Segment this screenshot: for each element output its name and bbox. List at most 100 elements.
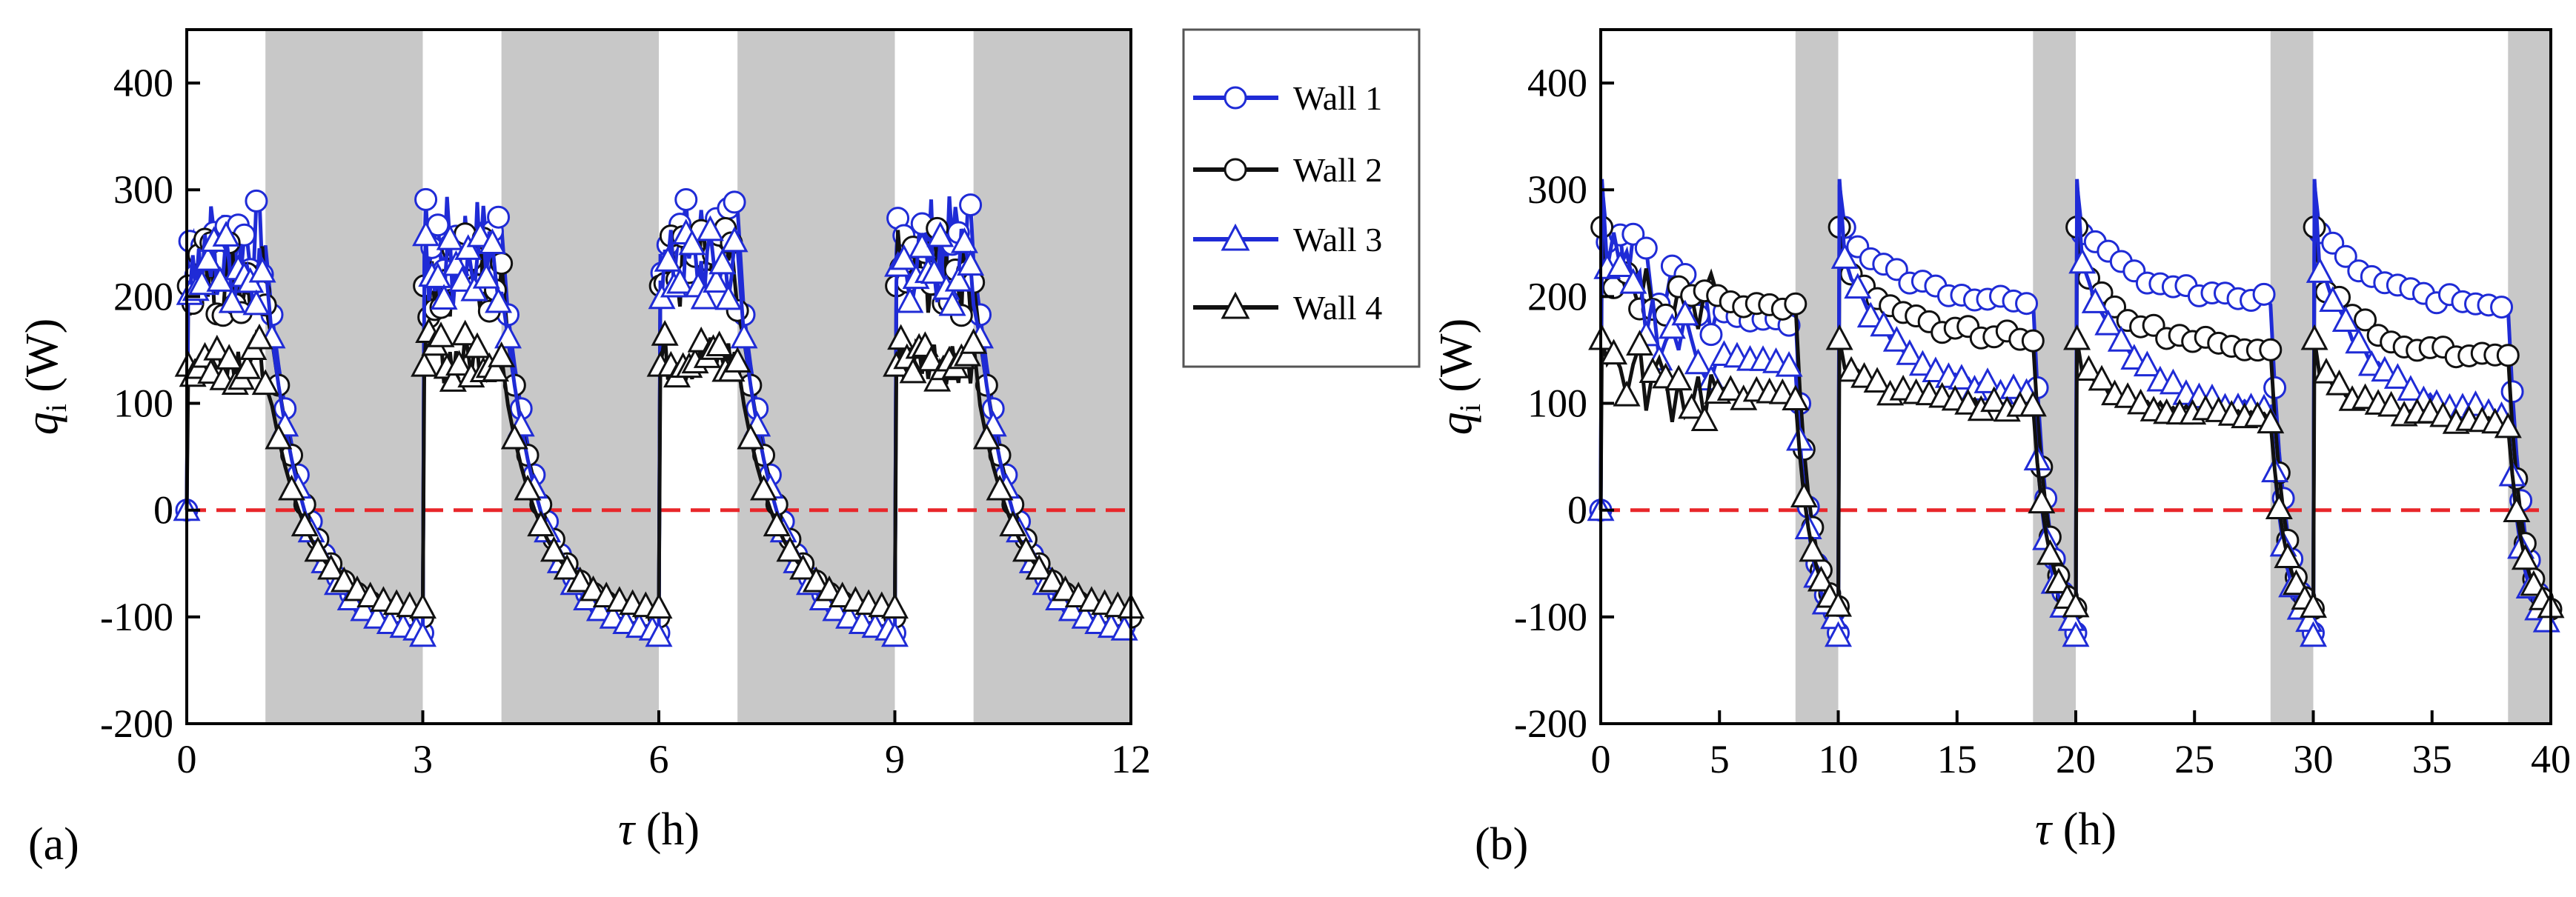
panel-a-point-wall-3 <box>920 258 949 284</box>
panel-b-point-wall-4 <box>2036 538 2064 565</box>
panel-b-point-wall-3 <box>1825 621 1852 647</box>
panel-b-point-wall-3 <box>2159 368 2187 395</box>
panel-b-point-wall-4 <box>2075 355 2103 381</box>
panel-b-point-wall-3 <box>1856 301 1885 328</box>
panel-b-x-tick-label: 5 <box>1710 737 1730 781</box>
panel-a-point-wall-4 <box>278 474 306 501</box>
panel-b-point-wall-3 <box>2133 350 2161 377</box>
panel-a-point-wall-4 <box>500 423 528 450</box>
panel-b-point-wall-1 <box>2334 244 2357 268</box>
panel-b-point-wall-4 <box>1825 590 1852 617</box>
panel-a-point-wall-3 <box>654 246 682 272</box>
panel-b-point-wall-4 <box>1768 378 1796 404</box>
panel-b-point-wall-4 <box>1863 367 1891 393</box>
panel-b-point-wall-4 <box>1807 565 1835 592</box>
panel-a-y-tick-label: -200 <box>100 701 173 746</box>
legend-item-wall-1: Wall 1 <box>1193 79 1382 117</box>
panel-b-point-wall-1 <box>1634 236 1658 260</box>
panel-b-point-wall-3 <box>2081 287 2109 313</box>
panel-a-point-wall-3 <box>645 621 673 647</box>
panel-a-point-wall-3 <box>494 322 522 349</box>
panel-b-point-wall-2 <box>2496 344 2520 367</box>
panel-a-point-wall-4 <box>445 350 473 376</box>
panel-a-x-axis-title: τ (h) <box>618 804 700 855</box>
panel-b-point-wall-3 <box>1619 267 1647 294</box>
panel-a-point-wall-3 <box>730 322 758 349</box>
panel-a-point-wall-4 <box>215 344 243 370</box>
panel-a-point-wall-4 <box>251 369 279 396</box>
panel-b-point-wall-4 <box>1782 384 1810 411</box>
panel-a-point-wall-3 <box>242 289 270 316</box>
panel-a-x-tick-label: 9 <box>885 737 905 781</box>
legend-item-wall-4: Wall 4 <box>1193 289 1382 327</box>
panel-b-point-wall-4 <box>2088 364 2116 391</box>
panel-b-point-wall-2 <box>2259 338 2283 361</box>
panel-b-y-axis-title: qi (W) <box>1431 319 1487 435</box>
panel-a-point-wall-3 <box>187 269 216 296</box>
legend-box <box>1182 28 1421 368</box>
panel-b-series <box>1587 179 2565 647</box>
panel-a-point-wall-4 <box>451 319 479 346</box>
panel-b-y-tick-label: 0 <box>1567 488 1587 533</box>
panel-a-point-wall-3 <box>448 266 477 292</box>
panel-a-point-wall-3 <box>485 287 513 313</box>
panel-b-y-tick-label: -100 <box>1514 595 1587 639</box>
panel-a-x-tick-label: 3 <box>413 737 433 781</box>
panel-b-point-wall-3 <box>1908 350 1936 376</box>
panel-a-point-wall-3 <box>938 290 966 316</box>
panel-a-point-wall-4 <box>343 575 371 601</box>
panel-b-point-wall-3 <box>2062 621 2090 647</box>
panel-b-point-wall-4 <box>1690 405 1719 431</box>
panel-a-point-wall-3 <box>720 226 748 253</box>
panel-a-shaded-intervals <box>265 30 1131 724</box>
panel-a-y-tick-label: 0 <box>153 488 173 533</box>
panel-a-x-tick-label: 0 <box>177 737 197 781</box>
panel-a-point-wall-1 <box>487 205 511 229</box>
panel-b-point-wall-4 <box>1716 375 1745 401</box>
panel-b-point-wall-4 <box>1664 364 1693 391</box>
panel-b-point-wall-3 <box>1882 326 1911 352</box>
panel-b-point-wall-2 <box>1784 292 1807 316</box>
panel-b-point-wall-3 <box>2397 375 2425 401</box>
panel-a-point-wall-3 <box>194 244 222 271</box>
panel-b-x-tick-label: 35 <box>2412 737 2452 781</box>
panel-b-point-wall-3 <box>1684 348 1712 375</box>
panel-a-point-wall-1 <box>959 193 983 217</box>
panel-a-point-wall-3 <box>666 267 694 294</box>
panel-a-point-wall-3 <box>950 227 978 253</box>
panel-a-point-wall-4 <box>763 510 791 537</box>
panel-a-point-wall-3 <box>248 256 276 283</box>
panel-a: 0 3 6 9 12 -200 -100 0 100 200 300 400 τ (h) qi (W)… <box>17 28 1151 870</box>
legend-marker-wall-2 <box>1224 158 1247 181</box>
panel-b-point-wall-4 <box>2114 382 2142 408</box>
panel-b-point-wall-3 <box>2094 309 2122 336</box>
panel-b-point-wall-3 <box>1974 367 2002 393</box>
panel-b-point-wall-3 <box>2120 344 2148 370</box>
panel-a-point-wall-3 <box>409 621 436 647</box>
panel-b-y-tick-label: -200 <box>1514 701 1587 746</box>
panel-b-y-tick-label: 300 <box>1527 167 1587 212</box>
panel-b-point-wall-4 <box>2028 487 2056 514</box>
panel-a-point-wall-4 <box>645 593 673 619</box>
panel-a-point-wall-3 <box>881 621 909 647</box>
legend-item-wall-2: Wall 2 <box>1193 151 1382 189</box>
panel-b-point-wall-4 <box>2520 570 2548 596</box>
panel-a-point-wall-4 <box>514 474 542 501</box>
panel-b-point-wall-4 <box>1626 330 1654 356</box>
legend-label-wall-4: Wall 4 <box>1293 289 1382 327</box>
panel-a-point-wall-4 <box>540 536 568 562</box>
legend-label-wall-2: Wall 2 <box>1293 151 1382 189</box>
panel-b-point-wall-3 <box>1775 350 1803 377</box>
panel-a-point-wall-4 <box>789 553 817 580</box>
panel-a-point-wall-4 <box>737 423 765 450</box>
panel-a-point-wall-3 <box>454 234 482 260</box>
panel-b-point-wall-4 <box>2127 388 2155 415</box>
panel-a-point-wall-4 <box>1038 566 1066 593</box>
panel-a-point-wall-4 <box>488 341 516 367</box>
panel-b-point-wall-4 <box>1600 339 1628 365</box>
panel-b-point-wall-3 <box>2306 257 2334 283</box>
panel-b-point-wall-4 <box>2019 390 2047 417</box>
panel-a-point-wall-4 <box>972 423 1000 450</box>
panel-a-series <box>173 187 1145 647</box>
